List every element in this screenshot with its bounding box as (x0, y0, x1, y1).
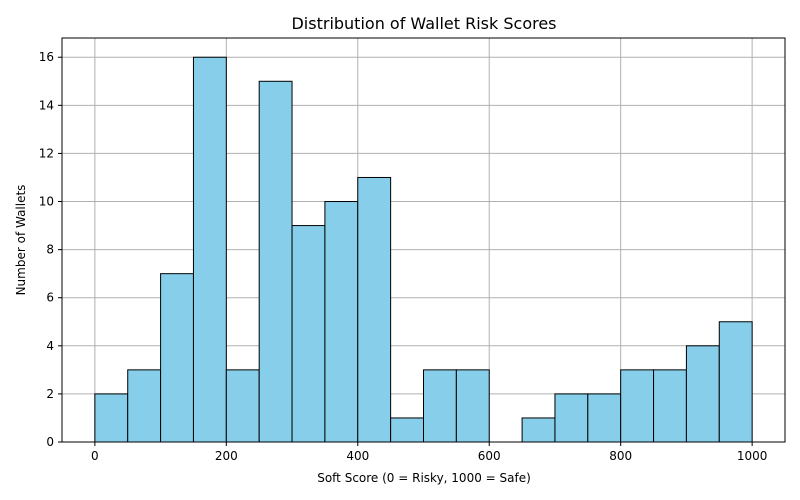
x-axis-title: Soft Score (0 = Risky, 1000 = Safe) (317, 471, 531, 485)
y-tick-label: 8 (46, 243, 54, 257)
bars (94, 56, 753, 443)
histogram-bar (324, 201, 359, 443)
y-tick-label: 12 (39, 146, 54, 160)
histogram-bar (521, 417, 556, 443)
histogram-bar (258, 80, 293, 443)
y-tick-label: 4 (46, 339, 54, 353)
histogram-bar (587, 393, 622, 443)
y-tick-label: 14 (39, 98, 54, 112)
y-axis-title: Number of Wallets (14, 185, 28, 296)
histogram-bar (390, 417, 424, 443)
y-tick-label: 6 (46, 291, 54, 305)
histogram-bar (192, 56, 227, 443)
histogram-bar (653, 369, 687, 443)
chart-title: Distribution of Wallet Risk Scores (291, 14, 556, 33)
y-tick-label: 0 (46, 435, 54, 449)
x-tick-label: 1000 (737, 449, 768, 463)
x-tick-label: 200 (215, 449, 238, 463)
y-tick-label: 10 (39, 195, 54, 209)
y-tick-label: 2 (46, 387, 54, 401)
x-tick-label: 800 (609, 449, 632, 463)
histogram-bar (127, 369, 162, 443)
histogram-bar (423, 369, 457, 443)
histogram-bar (291, 225, 326, 443)
histogram-bar (160, 273, 194, 443)
histogram-bar (94, 393, 129, 443)
x-tick-label: 600 (478, 449, 501, 463)
y-tick-label: 16 (39, 50, 54, 64)
histogram-bar (357, 176, 392, 443)
histogram-bar (455, 369, 490, 443)
plot-frame (61, 37, 786, 443)
histogram-bar (225, 369, 260, 443)
x-tick-label: 0 (91, 449, 99, 463)
histogram-bar (718, 321, 753, 443)
axis-ticks: 0 200 400 600 800 1000 0 2 4 6 8 10 12 14 16 (39, 50, 768, 463)
histogram-bar (620, 369, 655, 443)
grid-lines (62, 38, 785, 443)
x-tick-label: 400 (346, 449, 369, 463)
histogram-bar (685, 345, 720, 443)
histogram-bar (554, 393, 589, 443)
